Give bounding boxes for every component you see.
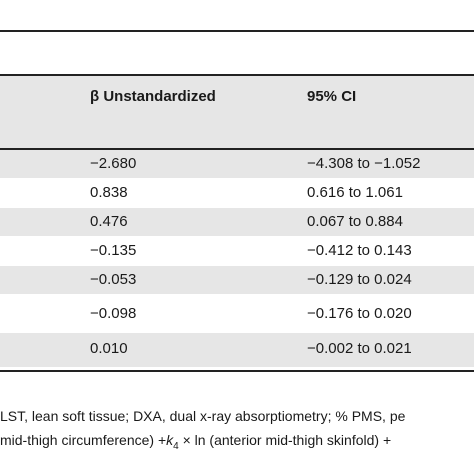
column-header-ci: 95% CI [307,88,357,105]
table-cell-beta: −2.680 [90,155,137,172]
table-top-rule [0,30,474,32]
header-bottom-rule [0,148,474,150]
table-cell-ci: −0.002 to 0.021 [307,340,412,357]
table-divider-rule [0,74,474,76]
table-cell-ci: −0.412 to 0.143 [307,242,412,259]
table-row-stripe [0,150,474,178]
footnote-text: mid-thigh circumference) + [0,432,167,448]
table-footnote-line-1: LST, lean soft tissue; DXA, dual x-ray a… [0,408,406,424]
table-header-band [0,76,474,148]
table-cell-ci: −0.176 to 0.020 [307,305,412,322]
table-row-stripe [0,266,474,294]
footnote-k-symbol: k [166,432,174,448]
table-cell-ci: 0.067 to 0.884 [307,213,403,230]
table-footnote-line-2: mid-thigh circumference) +k4 × ln (anter… [0,432,391,452]
footnote-text: × ln (anterior mid-thigh skinfold) + [178,432,392,448]
table-cell-beta: 0.476 [90,213,128,230]
table-cell-beta: −0.098 [90,305,137,322]
column-header-beta: β Unstandardized [90,88,216,105]
table-bottom-rule [0,370,474,372]
table-cell-ci: −4.308 to −1.052 [307,155,421,172]
table-cell-ci: −0.129 to 0.024 [307,271,412,288]
table-cell-beta: −0.053 [90,271,137,288]
table-cell-beta: 0.838 [90,184,128,201]
table-cell-ci: 0.616 to 1.061 [307,184,403,201]
table-row-stripe [0,333,474,367]
table-cell-beta: −0.135 [90,242,137,259]
footnote-k-subscript: 4 [173,440,179,452]
table-row-stripe [0,208,474,236]
table-cell-beta: 0.010 [90,340,128,357]
